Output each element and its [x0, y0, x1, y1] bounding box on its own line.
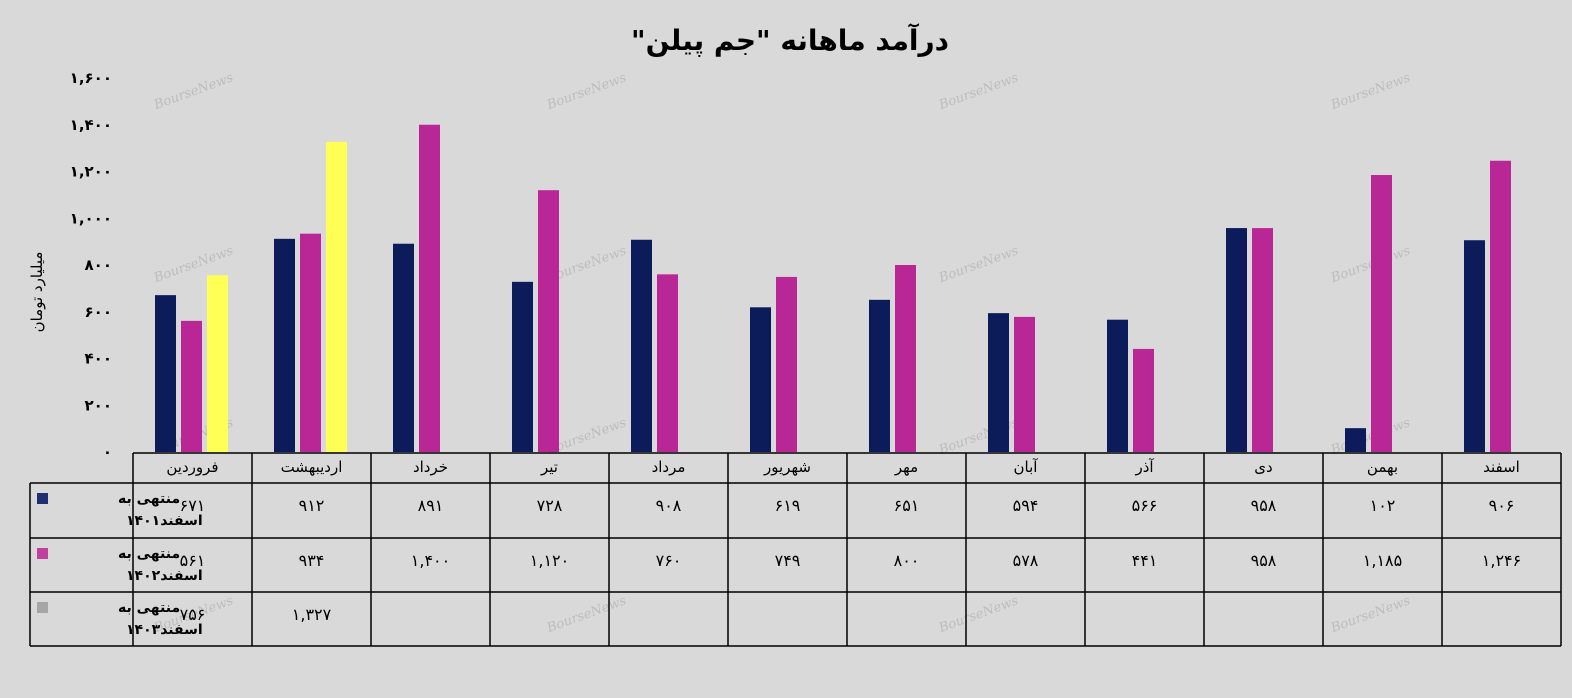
- legend-label: منتهی به: [118, 546, 180, 562]
- data-label: ۹۰۶: [1489, 496, 1515, 515]
- y-tick-label: ۱,۴۰۰: [70, 116, 112, 134]
- y-axis-label: میلیارد تومان: [28, 252, 46, 333]
- bar: [657, 274, 678, 452]
- data-label: ۱,۳۲۷: [292, 605, 332, 624]
- category-label: فروردین: [166, 458, 218, 476]
- data-label: ۷۲۸: [537, 496, 563, 515]
- bar: [1464, 240, 1485, 452]
- data-label: ۸۰۰: [894, 551, 920, 570]
- data-label: ۶۵۱: [894, 496, 920, 515]
- bar: [1490, 160, 1511, 452]
- category-label: مرداد: [652, 458, 686, 476]
- data-label: ۱,۲۴۶: [1482, 551, 1521, 570]
- legend-label: اسفند۱۴۰۱: [126, 513, 203, 529]
- bar: [274, 238, 295, 452]
- y-tick-label: ۰: [103, 443, 112, 461]
- y-tick-label: ۴۰۰: [85, 350, 112, 368]
- bar: [1107, 319, 1128, 452]
- legend-swatch: [37, 548, 48, 559]
- data-label: ۵۶۱: [180, 551, 206, 570]
- legend-swatch: [37, 602, 48, 613]
- category-label: شهریور: [763, 458, 811, 476]
- bar: [393, 243, 414, 452]
- data-label: ۴۴۱: [1132, 551, 1158, 570]
- bar: [512, 281, 533, 452]
- bar: [300, 233, 321, 452]
- legend-label: منتهی به: [118, 491, 180, 507]
- y-tick-label: ۱,۶۰۰: [70, 69, 112, 87]
- bar: [1345, 428, 1366, 452]
- watermark-text: BourseNews: [1328, 70, 1413, 113]
- watermark-text: BourseNews: [936, 243, 1021, 286]
- bar: [895, 265, 916, 452]
- data-label: ۸۹۱: [418, 496, 444, 515]
- watermark-text: BourseNews: [1328, 593, 1413, 636]
- watermark-text: BourseNews: [544, 70, 629, 113]
- category-label: دی: [1254, 458, 1272, 476]
- bar: [750, 307, 771, 452]
- data-label: ۹۳۴: [299, 551, 325, 570]
- watermark-text: BourseNews: [1328, 415, 1413, 458]
- watermark-text: BourseNews: [936, 593, 1021, 636]
- data-label: ۱۰۲: [1370, 496, 1396, 515]
- bar: [1014, 316, 1035, 452]
- category-label: آذر: [1134, 458, 1154, 476]
- category-label: بهمن: [1367, 458, 1398, 476]
- data-label: ۹۰۸: [656, 496, 682, 515]
- watermark-text: BourseNews: [151, 70, 236, 113]
- bar: [538, 190, 559, 452]
- chart-title: درآمد ماهانه "جم پیلن": [631, 23, 949, 57]
- data-label: ۹۱۲: [299, 496, 325, 515]
- bar: [326, 141, 347, 452]
- category-label: اردیبهشت: [281, 458, 343, 476]
- data-label: ۵۷۸: [1013, 551, 1039, 570]
- category-label: اسفند: [1483, 458, 1520, 476]
- y-tick-label: ۲۰۰: [85, 396, 112, 414]
- data-label: ۶۷۱: [180, 496, 206, 515]
- data-label: ۹۵۸: [1251, 496, 1277, 515]
- y-tick-label: ۶۰۰: [85, 303, 112, 321]
- legend-swatch: [37, 493, 48, 504]
- legend-label: اسفند۱۴۰۳: [126, 622, 203, 638]
- data-label: ۷۵۶: [180, 605, 206, 624]
- bar: [155, 295, 176, 452]
- data-label: ۱,۱۸۵: [1363, 551, 1402, 570]
- bar: [631, 239, 652, 452]
- bar: [1133, 348, 1154, 452]
- data-label: ۱,۱۲۰: [530, 551, 569, 570]
- bar: [207, 275, 228, 452]
- category-label: مهر: [894, 458, 918, 476]
- data-label: ۵۹۴: [1013, 496, 1039, 515]
- bar: [869, 299, 890, 452]
- watermark-text: BourseNews: [544, 593, 629, 636]
- category-label: آبان: [1014, 458, 1039, 476]
- legend-label: اسفند۱۴۰۲: [126, 568, 203, 584]
- bars-layer: [155, 124, 1511, 452]
- category-label: خرداد: [413, 458, 448, 476]
- legend-label: منتهی به: [118, 600, 180, 616]
- y-tick-label: ۸۰۰: [85, 256, 112, 274]
- bar: [1371, 175, 1392, 452]
- data-table: فروردین اردیبهشت خرداد تیر مرداد شهریور مهر آبا…: [29, 452, 1562, 647]
- data-label: ۶۱۹: [775, 496, 801, 515]
- y-tick-label: ۱,۰۰۰: [70, 209, 112, 227]
- bar: [988, 313, 1009, 452]
- data-label: ۵۶۶: [1132, 496, 1158, 515]
- bar: [1252, 228, 1273, 452]
- y-tick-label: ۱,۲۰۰: [70, 163, 112, 181]
- data-label: ۱,۴۰۰: [411, 551, 450, 570]
- watermark-text: BourseNews: [936, 70, 1021, 113]
- category-label: تیر: [540, 458, 558, 476]
- data-label: ۷۴۹: [775, 551, 801, 570]
- bar: [419, 124, 440, 452]
- bar: [1226, 228, 1247, 452]
- bar: [776, 276, 797, 452]
- data-label: ۷۶۰: [656, 551, 682, 570]
- data-label: ۹۵۸: [1251, 551, 1277, 570]
- watermark-text: BourseNews: [1328, 243, 1413, 286]
- bar: [181, 320, 202, 452]
- y-axis-ticks: ۰ ۲۰۰ ۴۰۰ ۶۰۰ ۸۰۰ ۱,۰۰۰ ۱,۲۰۰ ۱,۴۰۰ ۱,۶۰۰: [70, 69, 112, 461]
